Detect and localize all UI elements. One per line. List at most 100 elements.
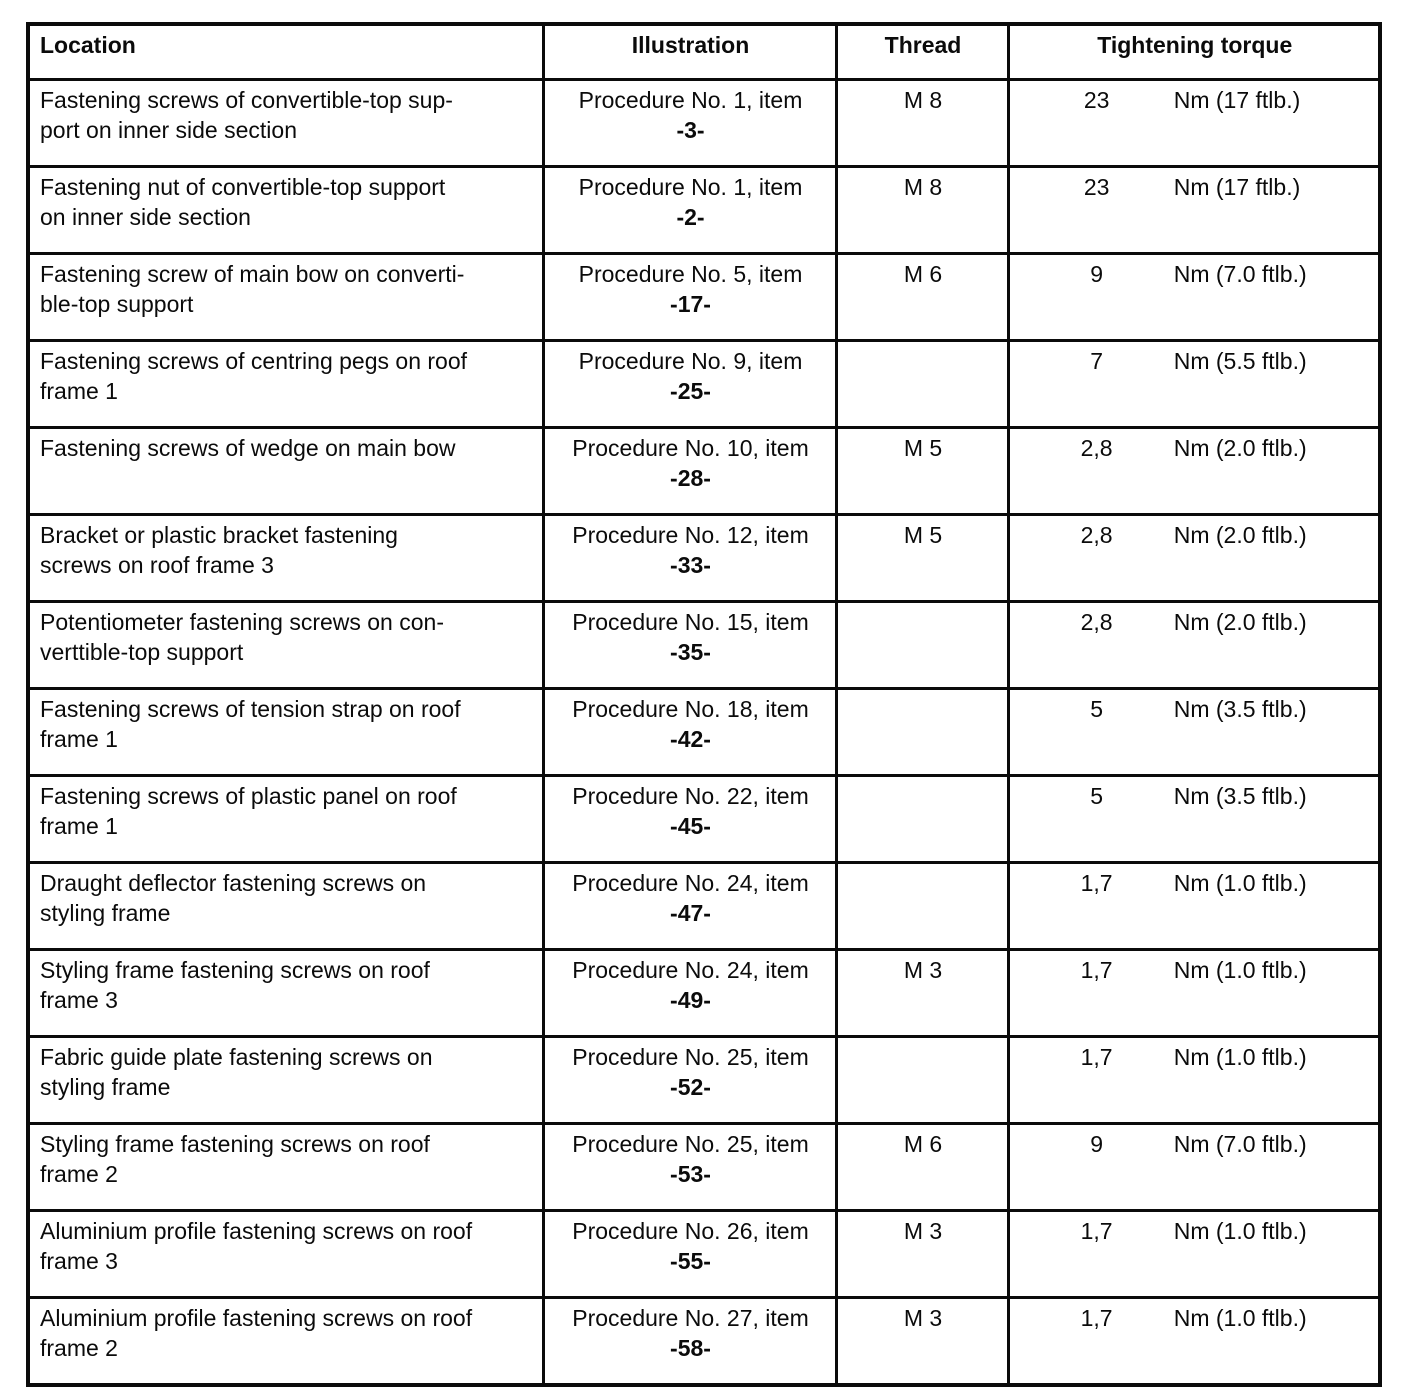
illustration-item-number: -28- [670, 465, 711, 491]
table-row: Styling frame fastening screws on roof f… [26, 948, 1382, 1038]
illustration-procedure-text: Procedure No. 24, item [572, 957, 809, 983]
torque-wrap: 1,7 Nm (1.0 ftlb.) [1020, 1042, 1371, 1072]
header-thread: Thread [834, 22, 1010, 81]
illustration-procedure-text: Procedure No. 26, item [572, 1218, 809, 1244]
cell-tightening-torque: 1,7 Nm (1.0 ftlb.) [1006, 1209, 1382, 1299]
cell-thread: M 6 [834, 1122, 1010, 1212]
cell-location: Aluminium profile fastening screws on ro… [26, 1209, 545, 1299]
illustration-procedure-text: Procedure No. 22, item [572, 783, 809, 809]
cell-illustration: Procedure No. 5, item -17- [541, 252, 838, 342]
location-text: Draught deflector fastening screws on st… [40, 870, 427, 926]
cell-thread [834, 600, 1010, 690]
table-row: Draught deflector fastening screws on st… [26, 861, 1382, 951]
cell-tightening-torque: 1,7 Nm (1.0 ftlb.) [1006, 861, 1382, 951]
cell-location: Fastening nut of convertible-top support… [26, 165, 545, 255]
torque-unit: Nm (1.0 ftlb.) [1173, 1044, 1307, 1070]
illustration-procedure-text: Procedure No. 18, item [572, 696, 809, 722]
torque-value: 2,8 [1080, 609, 1113, 635]
cell-tightening-torque: 7 Nm (5.5 ftlb.) [1006, 339, 1382, 429]
table-row: Fastening screw of main bow on converti-… [26, 252, 1382, 342]
thread-text: M 3 [903, 1305, 943, 1331]
thread-text: M 3 [903, 1218, 943, 1244]
illustration-item-number: -3- [676, 117, 705, 143]
torque-unit: Nm (3.5 ftlb.) [1173, 783, 1307, 809]
torque-wrap: 5 Nm (3.5 ftlb.) [1020, 694, 1371, 724]
illustration-item-number: -25- [670, 378, 711, 404]
torque-value: 5 [1090, 783, 1103, 809]
cell-location: Potentiometer fastening screws on con- v… [26, 600, 545, 690]
location-text: Fastening screws of plastic panel on roo… [40, 783, 457, 839]
header-location: Location [26, 22, 545, 81]
cell-thread: M 8 [834, 78, 1010, 168]
torque-wrap: 7 Nm (5.5 ftlb.) [1020, 346, 1371, 376]
cell-tightening-torque: 9 Nm (7.0 ftlb.) [1006, 252, 1382, 342]
table-row: Fastening screws of wedge on main bow Pr… [26, 426, 1382, 516]
torque-value: 5 [1090, 696, 1103, 722]
cell-location: Fastening screws of tension strap on roo… [26, 687, 545, 777]
thread-text: M 6 [903, 1131, 943, 1157]
location-text: Fastening screw of main bow on converti-… [40, 261, 465, 317]
illustration-item-number: -33- [670, 552, 711, 578]
cell-illustration: Procedure No. 24, item -49- [541, 948, 838, 1038]
table-row: Styling frame fastening screws on roof f… [26, 1122, 1382, 1212]
header-row: Location Illustration Thread Tightening … [26, 22, 1382, 81]
torque-unit: Nm (7.0 ftlb.) [1173, 261, 1307, 287]
cell-illustration: Procedure No. 25, item -53- [541, 1122, 838, 1212]
cell-illustration: Procedure No. 24, item -47- [541, 861, 838, 951]
torque-unit: Nm (7.0 ftlb.) [1173, 1131, 1307, 1157]
torque-unit: Nm (2.0 ftlb.) [1173, 522, 1307, 548]
cell-thread [834, 861, 1010, 951]
torque-value: 9 [1090, 1131, 1103, 1157]
thread-text: M 6 [903, 261, 943, 287]
illustration-item-number: -2- [676, 204, 705, 230]
illustration-procedure-text: Procedure No. 1, item [578, 174, 803, 200]
torque-unit: Nm (17 ftlb.) [1173, 87, 1301, 113]
torque-value: 1,7 [1080, 1044, 1113, 1070]
location-text: Fastening screws of tension strap on roo… [40, 696, 461, 752]
illustration-item-number: -58- [670, 1335, 711, 1361]
cell-location: Draught deflector fastening screws on st… [26, 861, 545, 951]
illustration-procedure-text: Procedure No. 24, item [572, 870, 809, 896]
illustration-item-number: -45- [670, 813, 711, 839]
cell-location: Styling frame fastening screws on roof f… [26, 1122, 545, 1212]
torque-unit: Nm (17 ftlb.) [1173, 174, 1301, 200]
illustration-procedure-text: Procedure No. 25, item [572, 1044, 809, 1070]
cell-location: Aluminium profile fastening screws on ro… [26, 1296, 545, 1387]
thread-text: M 3 [903, 957, 943, 983]
table-row: Fastening screws of tension strap on roo… [26, 687, 1382, 777]
cell-location: Fastening screws of plastic panel on roo… [26, 774, 545, 864]
torque-wrap: 9 Nm (7.0 ftlb.) [1020, 259, 1371, 289]
document-page: Location Illustration Thread Tightening … [26, 22, 1382, 1387]
cell-thread: M 5 [834, 513, 1010, 603]
illustration-item-number: -17- [670, 291, 711, 317]
illustration-procedure-text: Procedure No. 10, item [572, 435, 809, 461]
illustration-procedure-text: Procedure No. 25, item [572, 1131, 809, 1157]
torque-wrap: 2,8 Nm (2.0 ftlb.) [1020, 607, 1371, 637]
location-text: Fastening screws of centring pegs on roo… [40, 348, 468, 404]
thread-text: M 5 [903, 522, 943, 548]
cell-illustration: Procedure No. 1, item -2- [541, 165, 838, 255]
cell-illustration: Procedure No. 27, item -58- [541, 1296, 838, 1387]
table-row: Fastening screws of centring pegs on roo… [26, 339, 1382, 429]
cell-location: Fastening screws of centring pegs on roo… [26, 339, 545, 429]
illustration-item-number: -53- [670, 1161, 711, 1187]
cell-location: Fastening screws of convertible-top sup-… [26, 78, 545, 168]
cell-location: Fastening screws of wedge on main bow [26, 426, 545, 516]
cell-illustration: Procedure No. 9, item -25- [541, 339, 838, 429]
location-text: Aluminium profile fastening screws on ro… [40, 1218, 473, 1274]
cell-thread: M 3 [834, 1209, 1010, 1299]
torque-unit: Nm (2.0 ftlb.) [1173, 435, 1307, 461]
cell-thread [834, 1035, 1010, 1125]
cell-thread: M 6 [834, 252, 1010, 342]
torque-unit: Nm (1.0 ftlb.) [1173, 1305, 1307, 1331]
torque-value: 1,7 [1080, 957, 1113, 983]
thread-text: M 8 [903, 87, 943, 113]
location-text: Aluminium profile fastening screws on ro… [40, 1305, 473, 1361]
cell-location: Bracket or plastic bracket fastening scr… [26, 513, 545, 603]
torque-value: 23 [1083, 87, 1110, 113]
location-text: Styling frame fastening screws on roof f… [40, 1131, 430, 1187]
cell-illustration: Procedure No. 15, item -35- [541, 600, 838, 690]
illustration-procedure-text: Procedure No. 1, item [578, 87, 803, 113]
illustration-procedure-text: Procedure No. 15, item [572, 609, 809, 635]
illustration-procedure-text: Procedure No. 9, item [578, 348, 803, 374]
